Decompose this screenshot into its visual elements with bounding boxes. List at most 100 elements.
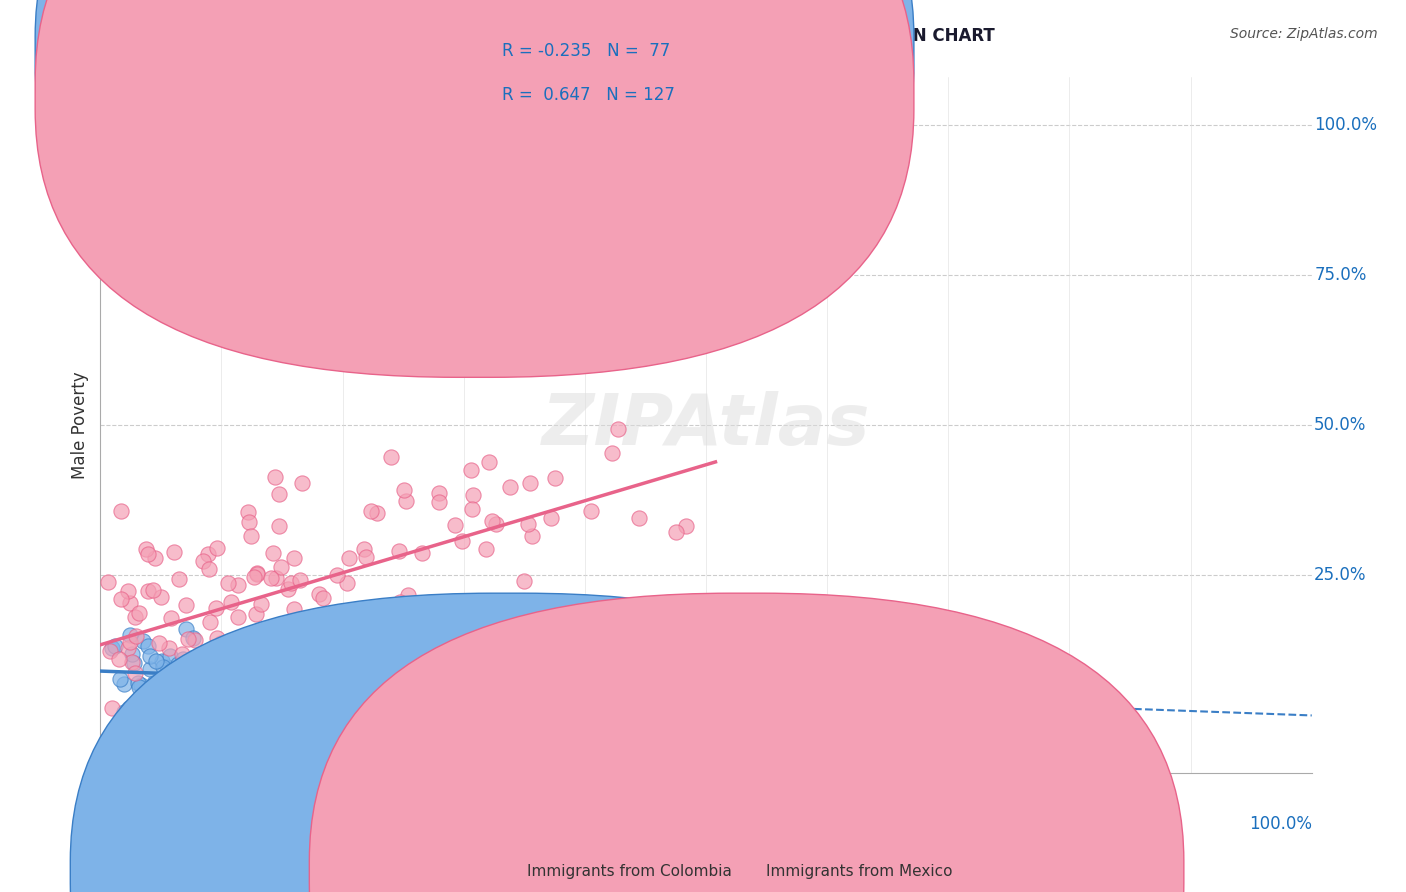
Point [665, 524, 688, 539]
Point [226, 578, 249, 592]
Point [122, 707, 145, 722]
Point [184, 659, 207, 673]
Point [366, 506, 388, 520]
Point [124, 665, 146, 680]
Point [305, 613, 328, 627]
Point [157, 672, 180, 686]
Point [392, 483, 415, 497]
Point [101, 701, 124, 715]
Point [266, 571, 288, 585]
Text: R =  0.647   N = 127: R = 0.647 N = 127 [502, 87, 675, 104]
Point [121, 655, 143, 669]
Point [159, 648, 181, 663]
Point [311, 622, 333, 636]
Point [108, 651, 131, 665]
Point [183, 677, 205, 691]
Point [269, 519, 291, 533]
Point [167, 678, 190, 692]
Point [117, 640, 139, 655]
Point [128, 607, 150, 621]
Point [219, 595, 242, 609]
Point [150, 653, 173, 667]
Point [143, 550, 166, 565]
Point [191, 648, 214, 662]
Point [145, 655, 167, 669]
Point [127, 676, 149, 690]
Point [155, 666, 177, 681]
Point [104, 639, 127, 653]
Point [136, 705, 159, 719]
Point [110, 504, 132, 518]
Point [312, 591, 335, 605]
Point [97, 575, 120, 590]
Point [157, 686, 180, 700]
Point [461, 488, 484, 502]
Point [290, 573, 312, 587]
Point [188, 683, 211, 698]
Point [266, 688, 288, 702]
Point [180, 670, 202, 684]
Point [283, 602, 305, 616]
Point [226, 669, 249, 683]
Text: 75.0%: 75.0% [1315, 267, 1367, 285]
Point [301, 614, 323, 628]
Point [177, 654, 200, 668]
Point [312, 607, 335, 622]
Point [117, 583, 139, 598]
Point [522, 529, 544, 543]
Point [120, 635, 142, 649]
Point [139, 662, 162, 676]
Point [256, 680, 278, 694]
Point [110, 591, 132, 606]
Point [122, 656, 145, 670]
Point [156, 660, 179, 674]
Point [129, 692, 152, 706]
Point [228, 609, 250, 624]
Point [146, 713, 169, 727]
Point [177, 682, 200, 697]
Point [193, 554, 215, 568]
Point [349, 663, 371, 677]
Point [197, 677, 219, 691]
Point [256, 634, 278, 648]
Point [326, 568, 349, 582]
Point [242, 735, 264, 749]
Point [238, 505, 260, 519]
Point [167, 572, 190, 586]
Point [499, 480, 522, 494]
Point [205, 601, 228, 615]
Point [200, 615, 222, 629]
Point [267, 486, 290, 500]
Point [160, 611, 183, 625]
Point [245, 607, 267, 621]
Point [337, 550, 360, 565]
Text: Immigrants from Mexico: Immigrants from Mexico [766, 864, 953, 879]
Point [172, 651, 194, 665]
Point [460, 501, 482, 516]
Point [249, 597, 271, 611]
Point [159, 664, 181, 678]
Point [444, 517, 467, 532]
Point [226, 723, 249, 737]
Point [229, 681, 252, 696]
Point [205, 631, 228, 645]
Text: Source: ZipAtlas.com: Source: ZipAtlas.com [1230, 27, 1378, 41]
Point [451, 533, 474, 548]
Point [485, 516, 508, 531]
Point [233, 648, 256, 662]
Point [183, 687, 205, 701]
Point [246, 566, 269, 580]
Point [290, 476, 312, 491]
Point [207, 541, 229, 555]
Point [163, 545, 186, 559]
Point [194, 660, 217, 674]
Point [427, 486, 450, 500]
Point [226, 646, 249, 660]
Text: 100.0%: 100.0% [1249, 815, 1312, 833]
Text: Immigrants from Colombia: Immigrants from Colombia [527, 864, 733, 879]
Point [322, 654, 344, 668]
Point [121, 647, 143, 661]
Point [131, 678, 153, 692]
Point [129, 690, 152, 705]
Point [136, 548, 159, 562]
